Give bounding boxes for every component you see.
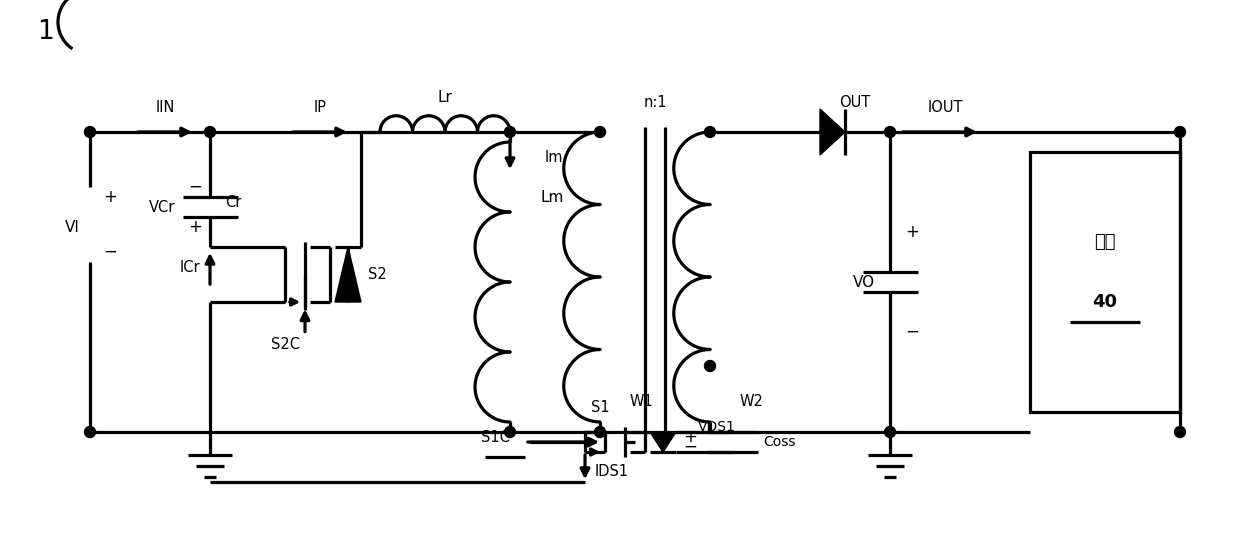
Text: S1: S1 — [590, 400, 609, 415]
Polygon shape — [650, 432, 676, 452]
Text: +: + — [905, 223, 919, 241]
Text: Lm: Lm — [539, 190, 563, 205]
Circle shape — [884, 127, 895, 137]
Bar — [1030, 152, 1180, 412]
Text: Lr: Lr — [438, 90, 453, 105]
Text: IP: IP — [314, 99, 326, 114]
Circle shape — [84, 127, 95, 137]
Text: Coss: Coss — [763, 435, 796, 449]
Text: −: − — [683, 438, 697, 456]
Text: +: + — [683, 428, 697, 446]
Text: Cr: Cr — [224, 194, 242, 209]
Circle shape — [884, 426, 895, 438]
Text: 负载: 负载 — [1094, 233, 1116, 251]
Text: IOUT: IOUT — [928, 99, 962, 114]
Text: OUT: OUT — [838, 95, 870, 110]
Text: IIN: IIN — [155, 99, 175, 114]
Text: +: + — [103, 188, 117, 206]
Text: W1: W1 — [630, 395, 653, 410]
Circle shape — [505, 127, 516, 137]
Circle shape — [594, 426, 605, 438]
Text: VI: VI — [66, 220, 81, 235]
Circle shape — [1174, 426, 1185, 438]
Text: W2: W2 — [740, 395, 764, 410]
Text: 40: 40 — [1092, 293, 1117, 311]
Circle shape — [1174, 127, 1185, 137]
Text: S2: S2 — [368, 267, 387, 282]
Text: −: − — [188, 178, 202, 196]
Circle shape — [594, 127, 605, 137]
Text: n:1: n:1 — [644, 95, 667, 110]
Text: VDS1: VDS1 — [698, 420, 735, 434]
Text: S1C: S1C — [481, 430, 510, 445]
Text: S2C: S2C — [272, 337, 300, 352]
Polygon shape — [335, 247, 361, 302]
Text: IDS1: IDS1 — [595, 465, 629, 480]
Text: +: + — [188, 218, 202, 236]
Text: Im: Im — [546, 149, 563, 164]
Circle shape — [84, 426, 95, 438]
Circle shape — [205, 127, 216, 137]
Circle shape — [704, 360, 715, 372]
Text: −: − — [103, 243, 117, 261]
Text: VO: VO — [853, 274, 875, 289]
Text: VCr: VCr — [149, 200, 175, 214]
Polygon shape — [820, 109, 844, 155]
Circle shape — [704, 127, 715, 137]
Text: 1: 1 — [37, 19, 53, 45]
Text: ICr: ICr — [180, 259, 200, 274]
Text: −: − — [905, 323, 919, 341]
Circle shape — [505, 426, 516, 438]
